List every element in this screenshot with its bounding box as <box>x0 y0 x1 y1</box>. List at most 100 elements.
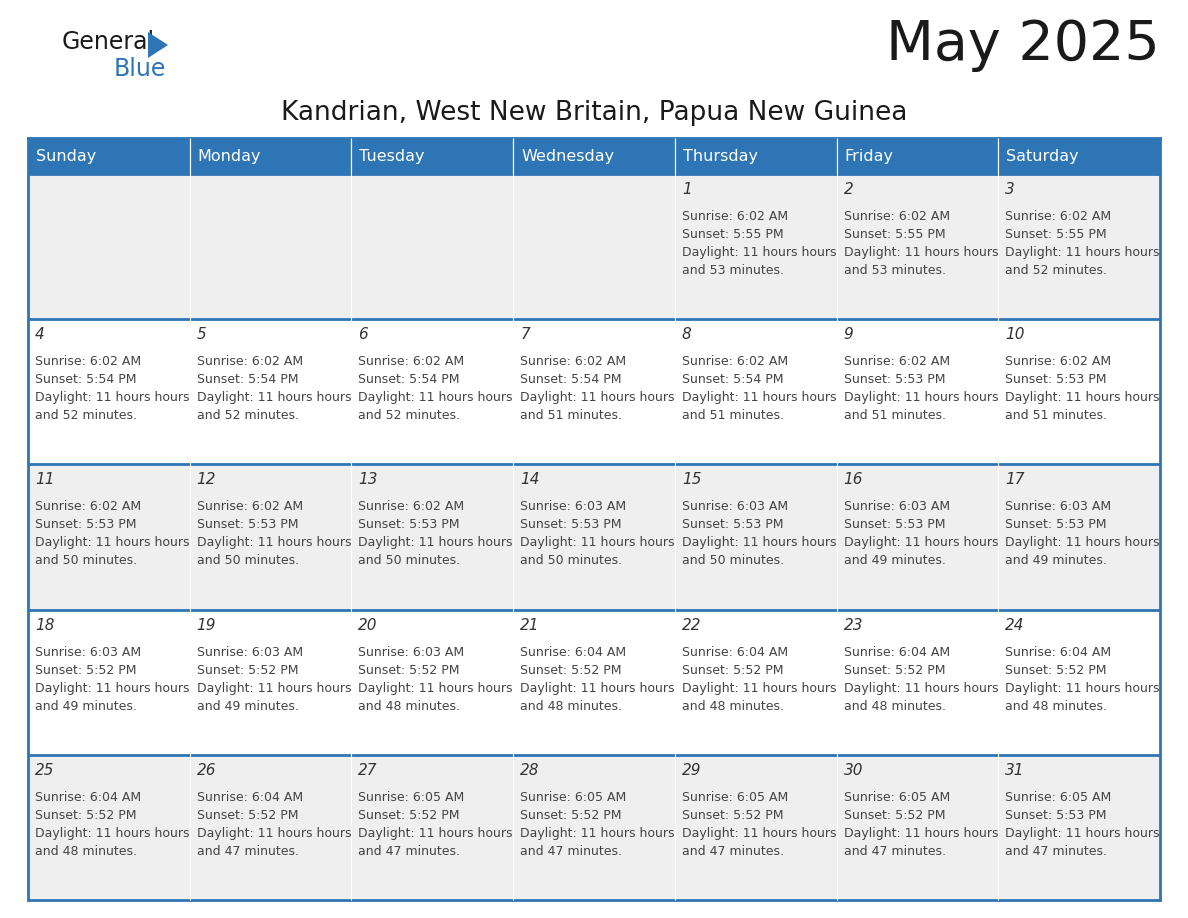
Text: 15: 15 <box>682 473 701 487</box>
Text: Daylight: 11 hours hours: Daylight: 11 hours hours <box>682 681 836 695</box>
Text: 21: 21 <box>520 618 539 633</box>
Text: and 49 minutes.: and 49 minutes. <box>1005 554 1107 567</box>
Text: Sunrise: 6:03 AM: Sunrise: 6:03 AM <box>843 500 949 513</box>
Text: Daylight: 11 hours hours: Daylight: 11 hours hours <box>520 681 675 695</box>
Text: Daylight: 11 hours hours: Daylight: 11 hours hours <box>1005 391 1159 404</box>
Bar <box>998 755 1159 900</box>
Text: Sunset: 5:55 PM: Sunset: 5:55 PM <box>682 228 783 241</box>
Text: 1: 1 <box>682 182 691 197</box>
Bar <box>998 465 1159 610</box>
Bar <box>675 465 836 610</box>
Text: Daylight: 11 hours hours: Daylight: 11 hours hours <box>197 681 352 695</box>
Text: 6: 6 <box>359 327 368 342</box>
Text: and 50 minutes.: and 50 minutes. <box>520 554 623 567</box>
Text: Daylight: 11 hours hours: Daylight: 11 hours hours <box>359 827 513 840</box>
Bar <box>352 465 513 610</box>
Text: and 48 minutes.: and 48 minutes. <box>843 700 946 712</box>
Text: Sunset: 5:52 PM: Sunset: 5:52 PM <box>520 809 621 822</box>
Text: Sunset: 5:55 PM: Sunset: 5:55 PM <box>843 228 946 241</box>
Text: and 47 minutes.: and 47 minutes. <box>359 845 461 857</box>
Text: 2: 2 <box>843 182 853 197</box>
Text: 4: 4 <box>34 327 45 342</box>
Text: Sunset: 5:52 PM: Sunset: 5:52 PM <box>359 809 460 822</box>
Text: and 48 minutes.: and 48 minutes. <box>359 700 461 712</box>
Text: and 50 minutes.: and 50 minutes. <box>682 554 784 567</box>
Bar <box>836 755 998 900</box>
Text: Sunrise: 6:02 AM: Sunrise: 6:02 AM <box>359 355 465 368</box>
Text: Daylight: 11 hours hours: Daylight: 11 hours hours <box>682 246 836 259</box>
Bar <box>513 465 675 610</box>
Text: Sunset: 5:52 PM: Sunset: 5:52 PM <box>682 664 783 677</box>
Text: Sunrise: 6:02 AM: Sunrise: 6:02 AM <box>197 355 303 368</box>
Bar <box>29 138 190 174</box>
Text: Sunset: 5:53 PM: Sunset: 5:53 PM <box>197 519 298 532</box>
Text: Blue: Blue <box>114 57 166 81</box>
Bar <box>29 174 190 319</box>
Text: and 52 minutes.: and 52 minutes. <box>197 409 298 422</box>
Text: 17: 17 <box>1005 473 1025 487</box>
Text: Sunrise: 6:05 AM: Sunrise: 6:05 AM <box>843 790 950 804</box>
Bar <box>513 755 675 900</box>
Text: 10: 10 <box>1005 327 1025 342</box>
Text: Sunrise: 6:05 AM: Sunrise: 6:05 AM <box>359 790 465 804</box>
Text: #1a1a1a: #1a1a1a <box>62 38 69 39</box>
Text: Sunset: 5:53 PM: Sunset: 5:53 PM <box>520 519 621 532</box>
Bar <box>190 610 352 755</box>
Text: Sunrise: 6:02 AM: Sunrise: 6:02 AM <box>682 355 788 368</box>
Text: Sunset: 5:52 PM: Sunset: 5:52 PM <box>34 809 137 822</box>
Text: Sunset: 5:54 PM: Sunset: 5:54 PM <box>359 374 460 386</box>
Text: Daylight: 11 hours hours: Daylight: 11 hours hours <box>34 827 190 840</box>
Text: Daylight: 11 hours hours: Daylight: 11 hours hours <box>1005 827 1159 840</box>
Text: Sunrise: 6:03 AM: Sunrise: 6:03 AM <box>682 500 788 513</box>
Text: Daylight: 11 hours hours: Daylight: 11 hours hours <box>34 536 190 549</box>
Text: Sunrise: 6:03 AM: Sunrise: 6:03 AM <box>197 645 303 658</box>
Text: Sunset: 5:52 PM: Sunset: 5:52 PM <box>34 664 137 677</box>
Text: Sunrise: 6:03 AM: Sunrise: 6:03 AM <box>1005 500 1112 513</box>
Text: 20: 20 <box>359 618 378 633</box>
Text: 3: 3 <box>1005 182 1015 197</box>
Text: Sunset: 5:53 PM: Sunset: 5:53 PM <box>34 519 137 532</box>
Text: Sunday: Sunday <box>36 149 96 163</box>
Text: Saturday: Saturday <box>1006 149 1079 163</box>
Text: and 47 minutes.: and 47 minutes. <box>520 845 623 857</box>
Text: Daylight: 11 hours hours: Daylight: 11 hours hours <box>843 827 998 840</box>
Bar <box>352 319 513 465</box>
Bar <box>998 610 1159 755</box>
Text: and 52 minutes.: and 52 minutes. <box>359 409 461 422</box>
Text: and 48 minutes.: and 48 minutes. <box>520 700 623 712</box>
Text: and 48 minutes.: and 48 minutes. <box>682 700 784 712</box>
Text: Sunrise: 6:02 AM: Sunrise: 6:02 AM <box>1005 355 1112 368</box>
Text: 23: 23 <box>843 618 862 633</box>
Text: Daylight: 11 hours hours: Daylight: 11 hours hours <box>520 536 675 549</box>
Text: 7: 7 <box>520 327 530 342</box>
Text: Daylight: 11 hours hours: Daylight: 11 hours hours <box>197 391 352 404</box>
Text: and 53 minutes.: and 53 minutes. <box>843 264 946 277</box>
Text: Sunset: 5:52 PM: Sunset: 5:52 PM <box>359 664 460 677</box>
Text: Sunset: 5:52 PM: Sunset: 5:52 PM <box>197 664 298 677</box>
Text: Tuesday: Tuesday <box>360 149 425 163</box>
Text: Daylight: 11 hours hours: Daylight: 11 hours hours <box>682 536 836 549</box>
Text: Sunrise: 6:02 AM: Sunrise: 6:02 AM <box>520 355 626 368</box>
Text: 9: 9 <box>843 327 853 342</box>
Text: Sunset: 5:53 PM: Sunset: 5:53 PM <box>1005 809 1107 822</box>
Text: Sunrise: 6:04 AM: Sunrise: 6:04 AM <box>1005 645 1112 658</box>
Text: Daylight: 11 hours hours: Daylight: 11 hours hours <box>520 827 675 840</box>
Text: 14: 14 <box>520 473 539 487</box>
Bar <box>513 138 675 174</box>
Text: 26: 26 <box>197 763 216 778</box>
Text: and 53 minutes.: and 53 minutes. <box>682 264 784 277</box>
Text: and 47 minutes.: and 47 minutes. <box>682 845 784 857</box>
Bar <box>352 174 513 319</box>
Text: Daylight: 11 hours hours: Daylight: 11 hours hours <box>843 246 998 259</box>
Text: Daylight: 11 hours hours: Daylight: 11 hours hours <box>682 827 836 840</box>
Text: and 48 minutes.: and 48 minutes. <box>1005 700 1107 712</box>
Text: Sunrise: 6:05 AM: Sunrise: 6:05 AM <box>1005 790 1112 804</box>
Text: and 50 minutes.: and 50 minutes. <box>34 554 137 567</box>
Text: Sunset: 5:53 PM: Sunset: 5:53 PM <box>682 519 783 532</box>
Bar <box>675 610 836 755</box>
Text: Sunset: 5:53 PM: Sunset: 5:53 PM <box>843 374 946 386</box>
Text: Sunrise: 6:02 AM: Sunrise: 6:02 AM <box>34 355 141 368</box>
Text: Sunset: 5:52 PM: Sunset: 5:52 PM <box>682 809 783 822</box>
Bar <box>998 174 1159 319</box>
Text: Sunset: 5:53 PM: Sunset: 5:53 PM <box>359 519 460 532</box>
